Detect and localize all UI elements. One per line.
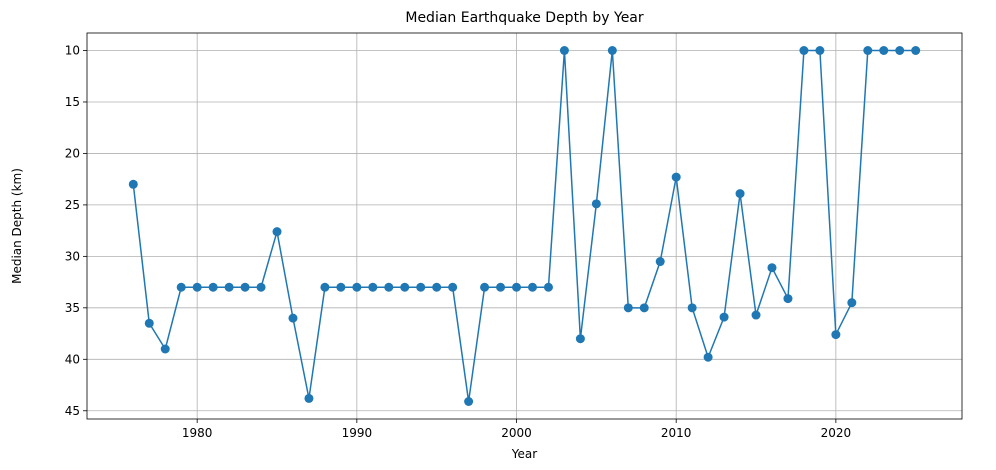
data-point [559,45,569,55]
chart-title: Median Earthquake Depth by Year [405,10,644,26]
x-axis-label: Year [511,447,537,461]
data-point [719,312,729,322]
y-tick-label: 20 [65,146,80,160]
data-point [256,282,266,292]
y-tick-label: 30 [65,249,80,263]
x-tick-label: 2020 [821,426,852,440]
data-point [543,282,553,292]
x-tick-label: 1990 [342,426,373,440]
data-point [783,294,793,304]
data-point [751,310,761,320]
data-point [448,282,458,292]
data-point [575,334,585,344]
data-point [336,282,346,292]
x-tick-label: 1980 [182,426,213,440]
series-line [132,49,916,403]
data-point [767,263,777,273]
series-layer [128,45,921,407]
y-tick-label: 40 [65,352,80,366]
x-tick-label: 2010 [661,426,692,440]
data-point [144,318,154,328]
data-point [416,282,426,292]
data-point [607,45,617,55]
data-point [208,282,218,292]
data-point [128,179,138,189]
x-tick-label: 2000 [501,426,532,440]
data-point [288,313,298,323]
data-point [655,257,665,267]
y-tick-label: 15 [65,95,80,109]
y-tick-label: 45 [65,404,80,418]
tick-layer: 1980 1990 2000 2010 2020 10 15 20 25 30 35 40 45 [65,43,851,440]
data-point [591,199,601,209]
data-point [272,227,282,237]
data-point [527,282,537,292]
data-point [703,352,713,362]
data-point [400,282,410,292]
data-point [432,282,442,292]
data-point [160,344,170,354]
y-tick-label: 25 [65,198,80,212]
data-point [687,303,697,313]
data-point [735,189,745,199]
data-point [847,298,857,308]
data-point [512,282,522,292]
data-point [815,45,825,55]
data-point [831,330,841,340]
plot-frame [86,32,963,420]
data-point [480,282,490,292]
data-point [799,45,809,55]
y-tick-label: 10 [65,43,80,57]
y-axis-label: Median Depth (km) [10,168,24,284]
data-point [368,282,378,292]
data-point [224,282,234,292]
data-point [863,45,873,55]
data-point [879,45,889,55]
data-point [911,45,921,55]
data-point [623,303,633,313]
data-point [639,303,649,313]
data-point [671,172,681,182]
data-point [176,282,186,292]
data-point [895,45,905,55]
data-point [320,282,330,292]
data-point [496,282,506,292]
data-point [240,282,250,292]
data-point [352,282,362,292]
data-point [304,393,314,403]
data-point [384,282,394,292]
grid-layer [87,33,962,419]
data-point [192,282,202,292]
data-point [464,397,474,407]
y-tick-label: 35 [65,301,80,315]
